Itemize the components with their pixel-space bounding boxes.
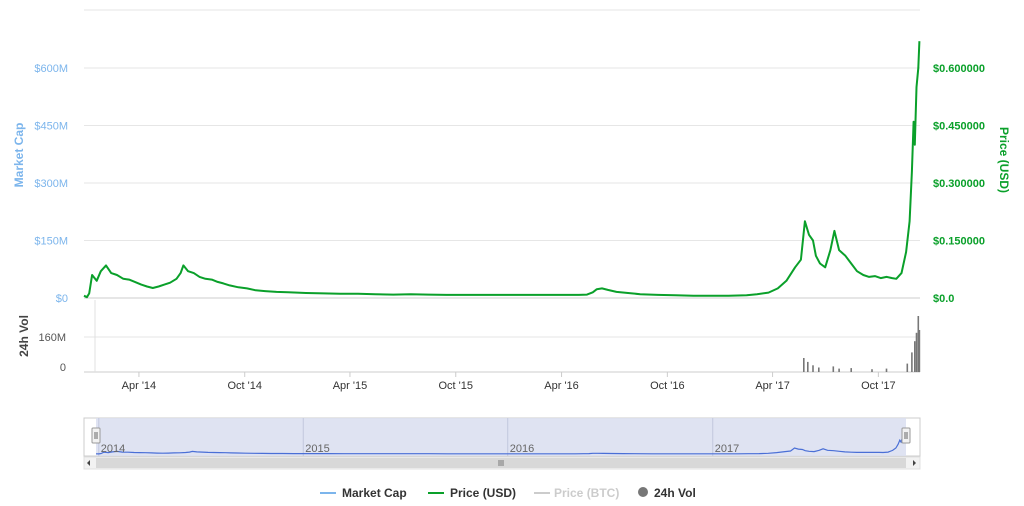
price-usd-series-line [83, 41, 921, 299]
volume-tick-label: 0 [60, 362, 66, 374]
volume-panel [84, 300, 920, 373]
navigator-series-line [95, 433, 906, 455]
right-tick-label: $0.150000 [933, 236, 985, 248]
navigator-left-handle-box[interactable] [91, 427, 101, 444]
x-tick-label: Apr '17 [755, 380, 790, 392]
legend-item-price-usd[interactable]: Price (USD) [428, 486, 516, 500]
left-tick-label: $0 [56, 293, 68, 305]
navigator-year-label: 2017 [715, 443, 739, 455]
x-tick-label: Oct '16 [650, 380, 685, 392]
x-tick-label: Apr '15 [333, 380, 368, 392]
scroll-left-arrow-icon[interactable] [87, 460, 90, 466]
navigator-year-labels: 2014 2015 2016 2017 [101, 443, 739, 455]
volume-bars [803, 316, 921, 372]
legend-label: Market Cap [342, 486, 407, 500]
legend-item-market-cap[interactable]: Market Cap [320, 486, 407, 500]
volume-bar [871, 369, 873, 372]
right-tick-label: $0.300000 [933, 178, 985, 190]
right-tick-label: $0.600000 [933, 63, 985, 75]
navigator-left-handle[interactable] [91, 427, 101, 444]
right-axis-ticks: $0.0 $0.150000 $0.300000 $0.450000 $0.600000 [933, 63, 985, 305]
left-tick-label: $600M [34, 63, 68, 75]
legend-item-price-btc[interactable]: Price (BTC) [534, 486, 619, 500]
x-tick-label: Apr '16 [544, 380, 579, 392]
x-tick-label: Apr '14 [122, 380, 157, 392]
volume-axis-title: 24h Vol [17, 315, 31, 357]
x-axis-ticks: Apr '14 Oct '14 Apr '15 Oct '15 Apr '16 Oct '… [122, 372, 896, 392]
navigator-year-label: 2016 [510, 443, 534, 455]
volume-bar [832, 366, 835, 372]
x-tick-label: Oct '17 [861, 380, 896, 392]
left-axis-title: Market Cap [12, 123, 26, 188]
navigator-right-handle[interactable] [901, 427, 911, 444]
right-tick-label: $0.450000 [933, 121, 985, 133]
legend: Market Cap Price (USD) Price (BTC) 24h V… [320, 486, 696, 500]
legend-circle-marker [638, 487, 648, 497]
navigator-selected-range[interactable] [96, 418, 906, 456]
left-axis-ticks: $0 $150M $300M $450M $600M [34, 63, 68, 305]
volume-bar [911, 352, 913, 372]
left-tick-label: $450M [34, 121, 68, 133]
right-tick-label: $0.0 [933, 293, 954, 305]
legend-label: 24h Vol [654, 486, 696, 500]
volume-bar [906, 363, 909, 372]
navigator-year-label: 2014 [101, 443, 125, 455]
volume-bar [918, 330, 921, 372]
volume-bar [885, 368, 888, 372]
volume-bar [850, 368, 852, 372]
volume-bar [838, 368, 840, 372]
volume-bar [807, 361, 809, 372]
navigator-right-handle-box[interactable] [901, 427, 911, 444]
navigator[interactable] [83, 417, 921, 470]
volume-panel-bg [84, 300, 920, 372]
legend-label: Price (USD) [450, 486, 516, 500]
volume-bar [917, 316, 920, 372]
volume-bar [803, 358, 805, 372]
volume-tick-label: 160M [38, 332, 66, 344]
x-tick-label: Oct '15 [438, 380, 473, 392]
volume-bar [914, 341, 916, 372]
legend-item-24h-vol[interactable]: 24h Vol [638, 486, 696, 500]
main-grid [84, 9, 920, 299]
volume-bar [915, 332, 918, 372]
left-tick-label: $150M [34, 236, 68, 248]
navigator-year-label: 2015 [305, 443, 329, 455]
right-axis-title: Price (USD) [997, 127, 1011, 193]
x-tick-label: Oct '14 [227, 380, 262, 392]
scroll-right-arrow-icon[interactable] [913, 460, 916, 466]
volume-bar [818, 367, 820, 372]
left-tick-label: $300M [34, 178, 68, 190]
legend-label: Price (BTC) [554, 486, 619, 500]
volume-bar [812, 365, 814, 372]
